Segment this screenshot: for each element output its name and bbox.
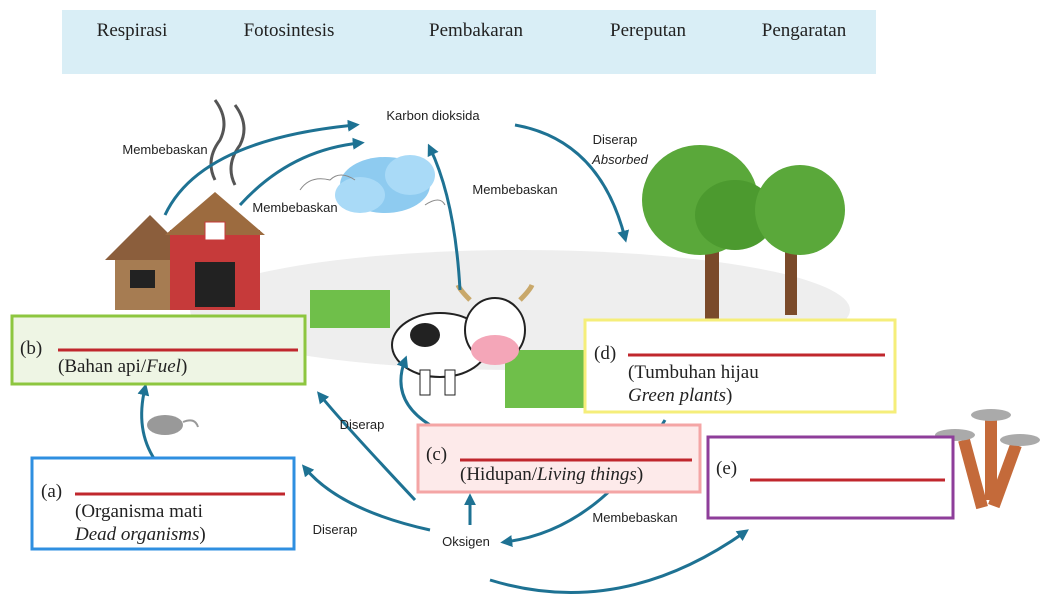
box-letter: (e) [716,458,737,479]
text: ) [181,356,187,377]
decoration [708,437,953,518]
arrow-label: Membebaskan [122,142,207,157]
decoration [471,335,519,365]
text: ) [726,385,732,406]
decoration [410,323,440,347]
box-letter: (a) [41,481,62,502]
decoration [755,165,845,255]
arrow-label: Membebaskan [252,200,337,215]
text: (Hidupan/ [460,464,538,485]
text: ) [199,524,205,545]
box-letter: (d) [594,343,616,364]
word: Fotosintesis [244,20,335,41]
text: Dead organisms [74,524,199,545]
decoration [183,420,198,427]
decoration [385,155,435,195]
decoration [147,415,183,435]
box-text: (Organisma mati [75,501,203,522]
decoration [195,262,235,307]
text: Green plants [628,385,726,406]
text: ) [637,464,643,485]
arrow-label: Diserap [340,417,385,432]
decoration [305,468,430,530]
arrow-label: Absorbed [591,152,648,167]
decoration [205,222,225,240]
decoration [420,370,430,395]
box-letter: (c) [426,444,447,465]
word: Pengaratan [762,20,847,41]
box-letter: (b) [20,338,42,359]
decoration [211,100,224,180]
word: Respirasi [97,20,168,41]
decoration [445,370,455,395]
decoration [231,105,244,185]
box-text: Dead organisms) [74,524,206,545]
text: Living things [536,464,637,485]
arrow-label: Membebaskan [592,510,677,525]
box-b: (b) (Bahan api/Fuel) [12,316,305,384]
grass [505,350,585,408]
word: Pembakaran [429,20,523,41]
box-text: Green plants) [628,385,732,406]
grass [310,290,390,328]
arrow-label: Membebaskan [472,182,557,197]
box-d: (d) (Tumbuhan hijau Green plants) [585,320,895,412]
node-label: Karbon dioksida [386,108,480,123]
text: Fuel [145,356,181,377]
dead-rat [147,415,198,435]
decoration [425,200,445,205]
node-label: Oksigen [442,534,490,549]
box-text: (Bahan api/Fuel) [58,356,187,377]
decoration [320,395,415,500]
diagram: Respirasi Fotosintesis Pembakaran Perepu… [0,0,1044,608]
text: (Bahan api/ [58,356,147,377]
word: Pereputan [610,20,686,41]
arrow-label: Diserap [313,522,358,537]
decoration [490,532,745,593]
box-e: (e) [708,437,953,518]
box-text: (Hidupan/Living things) [460,464,643,485]
decoration [335,177,385,213]
decoration [958,438,988,509]
arrow-label: Diserap [593,132,638,147]
box-a: (a) (Organisma mati Dead organisms) [32,458,294,549]
box-c: (c) (Hidupan/Living things) [418,425,700,492]
decoration [130,270,155,288]
decoration [971,409,1011,421]
decoration [1000,434,1040,446]
box-text: (Tumbuhan hijau [628,362,759,383]
